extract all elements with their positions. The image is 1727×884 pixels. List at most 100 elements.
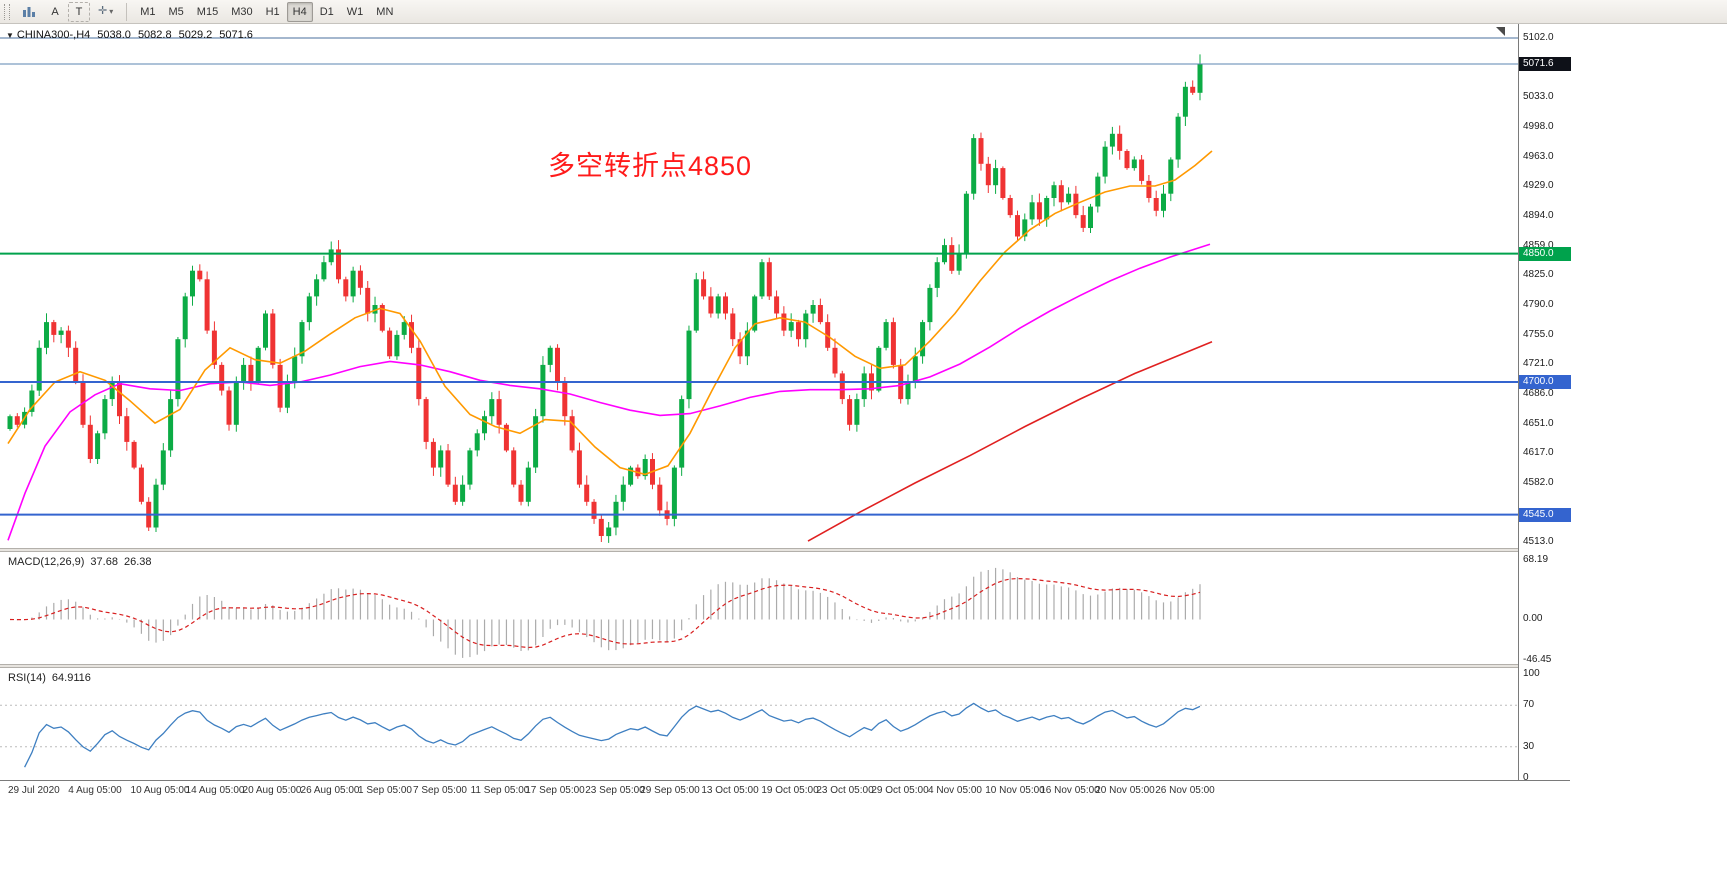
toolbar-grip[interactable]: [4, 3, 10, 20]
ma-magenta-line: [7, 243, 1211, 541]
rsi-panel[interactable]: RSI(14) 64.9116: [0, 668, 1518, 780]
price-tick: 4825.0: [1523, 269, 1554, 280]
time-label: 10 Aug 05:00: [130, 785, 190, 796]
price-tick: 5033.0: [1523, 91, 1554, 102]
price-tick: 4617.0: [1523, 447, 1554, 458]
macd-histogram: [16, 567, 1201, 658]
price-badge-4850.0: 4850.0: [1519, 247, 1571, 261]
ma-orange-line: [7, 150, 1213, 476]
macd-tick: 0.00: [1523, 613, 1543, 624]
price-tick: 4651.0: [1523, 418, 1554, 429]
price-badge-4700.0: 4700.0: [1519, 375, 1571, 389]
panel-splitter[interactable]: [0, 664, 1570, 668]
ma-red-line: [807, 341, 1213, 542]
price-badge-5071.6: 5071.6: [1519, 57, 1571, 71]
rsi-tick: 70: [1523, 699, 1535, 710]
price-tick: 4686.0: [1523, 388, 1554, 399]
macd-panel[interactable]: MACD(12,26,9) 37.68 26.38: [0, 552, 1518, 664]
text-box-button[interactable]: T: [68, 1, 90, 22]
chart-shift-marker[interactable]: [1496, 27, 1505, 36]
time-label: 13 Oct 05:00: [701, 785, 759, 796]
cursor-tool-button[interactable]: ✛ ▾: [92, 2, 119, 22]
macd-label: MACD(12,26,9) 37.68 26.38: [8, 556, 157, 568]
candles-layer: [7, 54, 1203, 543]
time-label: 20 Nov 05:00: [1095, 785, 1155, 796]
toolbar-separator: [126, 2, 128, 21]
macd-main-value: 37.68: [90, 556, 118, 568]
macd-name: MACD(12,26,9): [8, 556, 85, 568]
chart-area: ▼ CHINA300-,H4 5038.0 5082.8 5029.2 5071.6 多空…: [0, 24, 1727, 884]
time-label: 23 Oct 05:00: [816, 785, 874, 796]
price-tick: 4755.0: [1523, 329, 1554, 340]
chart-annotation-text[interactable]: 多空转折点4850: [548, 151, 753, 181]
ohlc-low: 5029.2: [178, 29, 213, 41]
tf-button-w1[interactable]: W1: [346, 5, 364, 18]
rsi-label: RSI(14) 64.9116: [8, 672, 97, 684]
toolbar: A T ✛ ▾ M1 M5 M15 M30 H1 H4 D1 W1 MN: [0, 0, 1727, 24]
time-label: 17 Sep 05:00: [525, 785, 585, 796]
macd-signal-value: 26.38: [123, 556, 152, 568]
chevron-down-icon: ▾: [109, 6, 114, 16]
time-label: 4 Aug 05:00: [68, 785, 122, 796]
text-annotation-button[interactable]: A: [51, 5, 59, 18]
main-chart-panel[interactable]: ▼ CHINA300-,H4 5038.0 5082.8 5029.2 5071.6 多空…: [0, 24, 1518, 548]
time-label: 11 Sep 05:00: [470, 785, 530, 796]
rsi-line: [24, 702, 1201, 768]
crosshair-icon: ✛: [98, 5, 108, 17]
macd-chart[interactable]: [0, 552, 1518, 664]
time-label: 29 Jul 2020: [8, 785, 60, 796]
time-label: 7 Sep 05:00: [413, 785, 467, 796]
price-tick: 4963.0: [1523, 151, 1554, 162]
tf-button-d1[interactable]: D1: [319, 5, 334, 18]
ohlc-open: 5038.0: [97, 29, 131, 41]
time-label: 1 Sep 05:00: [358, 785, 412, 796]
time-label: 16 Nov 05:00: [1040, 785, 1100, 796]
rsi-tick: 100: [1523, 668, 1540, 679]
chart-window-button[interactable]: [16, 2, 42, 22]
rsi-tick: 30: [1523, 741, 1535, 752]
tf-button-m30[interactable]: M30: [231, 5, 253, 18]
ohlc-high: 5082.8: [137, 29, 172, 41]
price-tick: 4790.0: [1523, 299, 1554, 310]
tf-button-h1[interactable]: H1: [265, 5, 280, 18]
time-label: 19 Oct 05:00: [761, 785, 819, 796]
dropdown-triangle-icon: ▼: [6, 31, 14, 40]
tf-button-mn[interactable]: MN: [376, 5, 394, 18]
rsi-tick: 0: [1523, 772, 1529, 783]
panel-splitter[interactable]: [0, 548, 1570, 552]
macd-tick: 68.19: [1523, 554, 1549, 565]
price-tick: 4859.0: [1523, 240, 1554, 251]
time-label: 4 Nov 05:00: [928, 785, 982, 796]
price-tick: 4513.0: [1523, 536, 1554, 547]
bar-chart-icon: [23, 7, 35, 17]
time-label: 26 Aug 05:00: [300, 785, 360, 796]
tf-button-m1[interactable]: M1: [140, 5, 156, 18]
price-tick: 4929.0: [1523, 180, 1554, 191]
candlestick-chart[interactable]: [0, 24, 1518, 548]
price-tick: 4721.0: [1523, 358, 1554, 369]
price-tick: 5102.0: [1523, 32, 1554, 43]
time-axis[interactable]: 29 Jul 2020 4 Aug 05:00 10 Aug 05:00 14 Aug…: [0, 780, 1570, 802]
tf-button-h4[interactable]: H4: [286, 1, 313, 22]
time-label: 10 Nov 05:00: [985, 785, 1045, 796]
symbol-ohlc-line: ▼ CHINA300-,H4 5038.0 5082.8 5029.2 5071.6: [6, 29, 260, 41]
price-tick: 4582.0: [1523, 477, 1554, 488]
time-label: 23 Sep 05:00: [585, 785, 645, 796]
rsi-chart[interactable]: [0, 668, 1518, 780]
tf-button-m5[interactable]: M5: [168, 5, 184, 18]
price-tick: 4998.0: [1523, 121, 1554, 132]
time-label: 20 Aug 05:00: [242, 785, 302, 796]
price-tick: 4894.0: [1523, 210, 1554, 221]
rsi-name: RSI(14): [8, 672, 46, 684]
rsi-value: 64.9116: [51, 672, 91, 684]
symbol-period: CHINA300-,H4: [16, 29, 91, 41]
time-label: 26 Nov 05:00: [1155, 785, 1215, 796]
ohlc-close: 5071.6: [219, 29, 253, 41]
tf-button-m15[interactable]: M15: [196, 5, 219, 18]
price-badge-4545.0: 4545.0: [1519, 508, 1571, 522]
macd-tick: -46.45: [1523, 654, 1552, 665]
price-axis[interactable]: 5102.0 5033.0 4998.0 4963.0 4929.0 4894.0 4859…: [1518, 24, 1571, 783]
time-label: 29 Sep 05:00: [640, 785, 700, 796]
time-label: 14 Aug 05:00: [185, 785, 245, 796]
timeframe-group: M1 M5 M15 M30 H1 H4 D1 W1 MN: [134, 1, 399, 22]
